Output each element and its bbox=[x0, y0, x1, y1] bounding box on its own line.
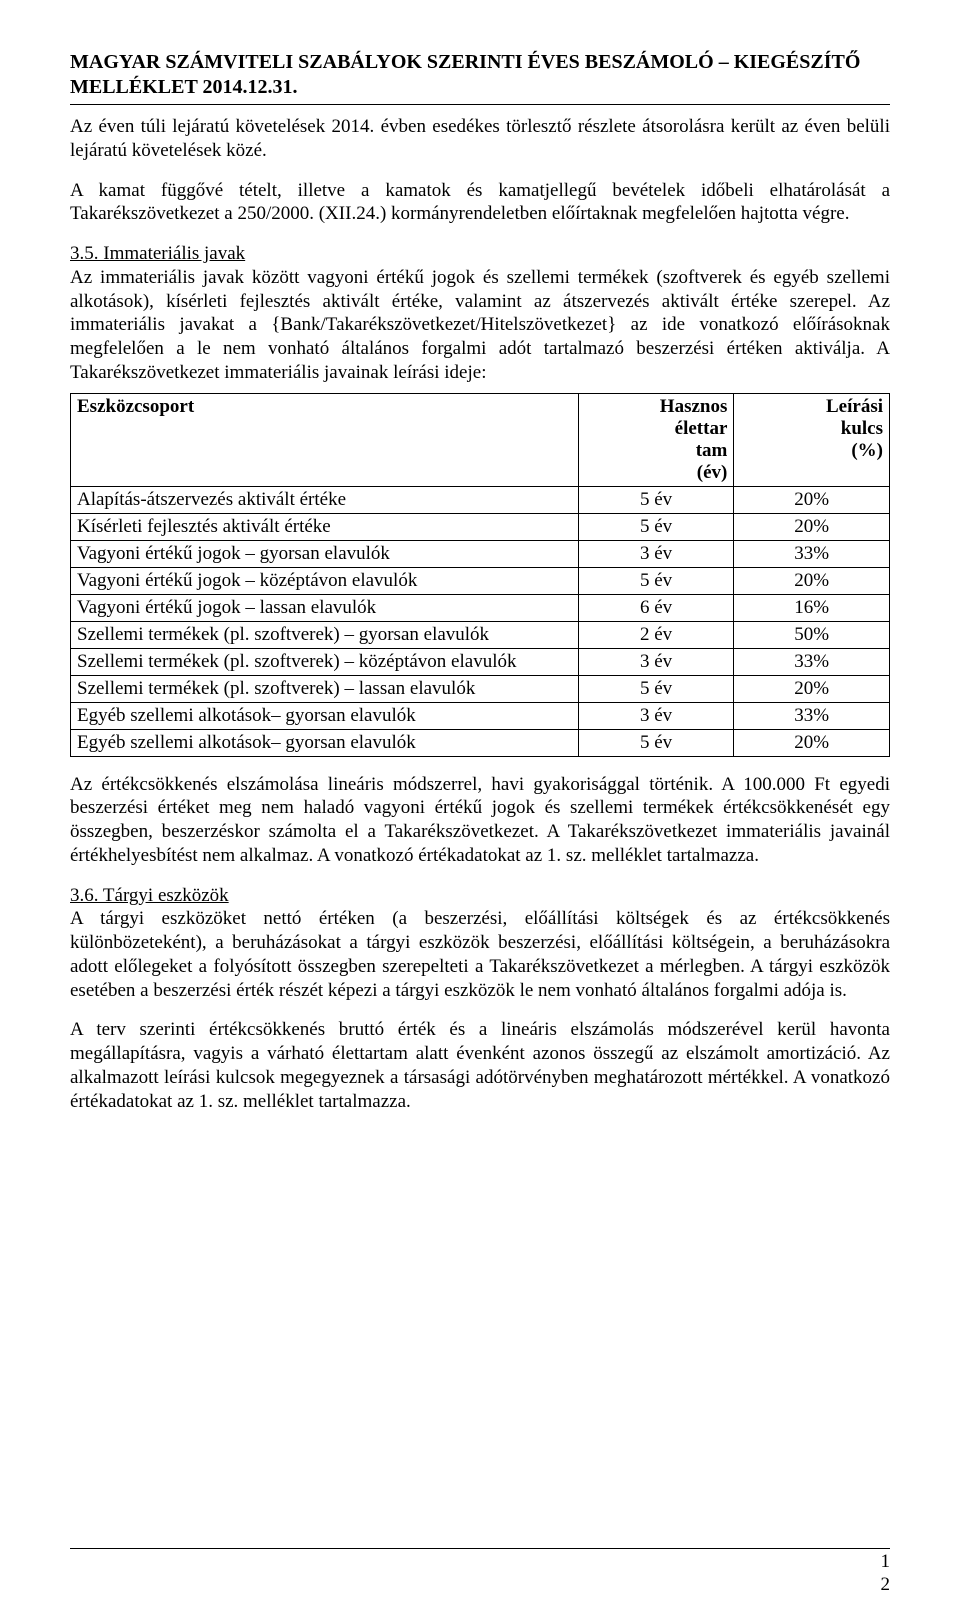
table-row: Vagyoni értékű jogok – gyorsan elavulók … bbox=[71, 540, 890, 567]
paragraph-2: A kamat függővé tételt, illetve a kamato… bbox=[70, 179, 890, 227]
cell-rate: 16% bbox=[734, 594, 890, 621]
table-row: Egyéb szellemi alkotások– gyorsan elavul… bbox=[71, 702, 890, 729]
cell-rate: 33% bbox=[734, 648, 890, 675]
cell-life: 3 év bbox=[578, 540, 734, 567]
cell-rate: 20% bbox=[734, 729, 890, 756]
asset-depreciation-table: Eszközcsoport Hasznos élettar tam (év) L… bbox=[70, 393, 890, 757]
cell-rate: 50% bbox=[734, 621, 890, 648]
cell-life: 3 év bbox=[578, 648, 734, 675]
table-row: Szellemi termékek (pl. szoftverek) – gyo… bbox=[71, 621, 890, 648]
paragraph-5: A tárgyi eszközöket nettó értéken (a bes… bbox=[70, 908, 890, 1000]
cell-asset: Szellemi termékek (pl. szoftverek) – las… bbox=[71, 675, 579, 702]
cell-asset: Egyéb szellemi alkotások– gyorsan elavul… bbox=[71, 702, 579, 729]
document-header-title: MAGYAR SZÁMVITELI SZABÁLYOK SZERINTI ÉVE… bbox=[70, 50, 890, 100]
cell-asset: Szellemi termékek (pl. szoftverek) – köz… bbox=[71, 648, 579, 675]
cell-asset: Vagyoni értékű jogok – középtávon elavul… bbox=[71, 567, 579, 594]
table-row: Szellemi termékek (pl. szoftverek) – las… bbox=[71, 675, 890, 702]
cell-life: 5 év bbox=[578, 513, 734, 540]
cell-asset: Vagyoni értékű jogok – lassan elavulók bbox=[71, 594, 579, 621]
page-number-top: 1 bbox=[881, 1551, 891, 1574]
table-header-col2: Hasznos élettar tam (év) bbox=[578, 393, 734, 486]
footer-rule bbox=[70, 1548, 890, 1549]
table-row: Alapítás-átszervezés aktivált értéke 5 é… bbox=[71, 486, 890, 513]
section-36: 3.6. Tárgyi eszközök A tárgyi eszközöket… bbox=[70, 884, 890, 1003]
hdr-c3-l1: Leírási bbox=[826, 396, 883, 417]
cell-asset: Alapítás-átszervezés aktivált értéke bbox=[71, 486, 579, 513]
cell-rate: 33% bbox=[734, 540, 890, 567]
table-header-col3: Leírási kulcs (%) bbox=[734, 393, 890, 486]
cell-life: 3 év bbox=[578, 702, 734, 729]
section-35-title: 3.5. Immateriális javak bbox=[70, 243, 245, 264]
hdr-c2-l3: tam bbox=[696, 440, 728, 461]
table-row: Kísérleti fejlesztés aktivált értéke 5 é… bbox=[71, 513, 890, 540]
cell-life: 5 év bbox=[578, 729, 734, 756]
cell-life: 2 év bbox=[578, 621, 734, 648]
page-number-bottom: 2 bbox=[881, 1574, 891, 1597]
table-row: Egyéb szellemi alkotások– gyorsan elavul… bbox=[71, 729, 890, 756]
cell-rate: 33% bbox=[734, 702, 890, 729]
hdr-c2-l4: (év) bbox=[697, 462, 728, 483]
table-row: Szellemi termékek (pl. szoftverek) – köz… bbox=[71, 648, 890, 675]
cell-asset: Vagyoni értékű jogok – gyorsan elavulók bbox=[71, 540, 579, 567]
cell-asset: Szellemi termékek (pl. szoftverek) – gyo… bbox=[71, 621, 579, 648]
paragraph-1: Az éven túli lejáratú követelések 2014. … bbox=[70, 115, 890, 163]
cell-rate: 20% bbox=[734, 513, 890, 540]
table-header-row: Eszközcsoport Hasznos élettar tam (év) L… bbox=[71, 393, 890, 486]
table-header-col1: Eszközcsoport bbox=[71, 393, 579, 486]
cell-rate: 20% bbox=[734, 486, 890, 513]
table-row: Vagyoni értékű jogok – középtávon elavul… bbox=[71, 567, 890, 594]
hdr-c2-l2: élettar bbox=[675, 418, 728, 439]
section-36-title: 3.6. Tárgyi eszközök bbox=[70, 885, 229, 906]
section-35: 3.5. Immateriális javak Az immateriális … bbox=[70, 242, 890, 385]
table-row: Vagyoni értékű jogok – lassan elavulók 6… bbox=[71, 594, 890, 621]
document-page: MAGYAR SZÁMVITELI SZABÁLYOK SZERINTI ÉVE… bbox=[0, 0, 960, 1617]
cell-asset: Kísérleti fejlesztés aktivált értéke bbox=[71, 513, 579, 540]
paragraph-3: Az immateriális javak között vagyoni ért… bbox=[70, 267, 890, 383]
paragraph-4: Az értékcsökkenés elszámolása lineáris m… bbox=[70, 773, 890, 868]
header-rule bbox=[70, 104, 890, 105]
cell-asset: Egyéb szellemi alkotások– gyorsan elavul… bbox=[71, 729, 579, 756]
hdr-c3-l2: kulcs bbox=[841, 418, 883, 439]
cell-rate: 20% bbox=[734, 675, 890, 702]
cell-life: 5 év bbox=[578, 486, 734, 513]
page-numbers: 1 2 bbox=[881, 1551, 891, 1597]
hdr-c2-l1: Hasznos bbox=[660, 396, 728, 417]
hdr-c3-l3: (%) bbox=[851, 440, 883, 461]
table-body: Alapítás-átszervezés aktivált értéke 5 é… bbox=[71, 486, 890, 756]
cell-rate: 20% bbox=[734, 567, 890, 594]
cell-life: 6 év bbox=[578, 594, 734, 621]
cell-life: 5 év bbox=[578, 675, 734, 702]
paragraph-6: A terv szerinti értékcsökkenés bruttó ér… bbox=[70, 1018, 890, 1113]
cell-life: 5 év bbox=[578, 567, 734, 594]
